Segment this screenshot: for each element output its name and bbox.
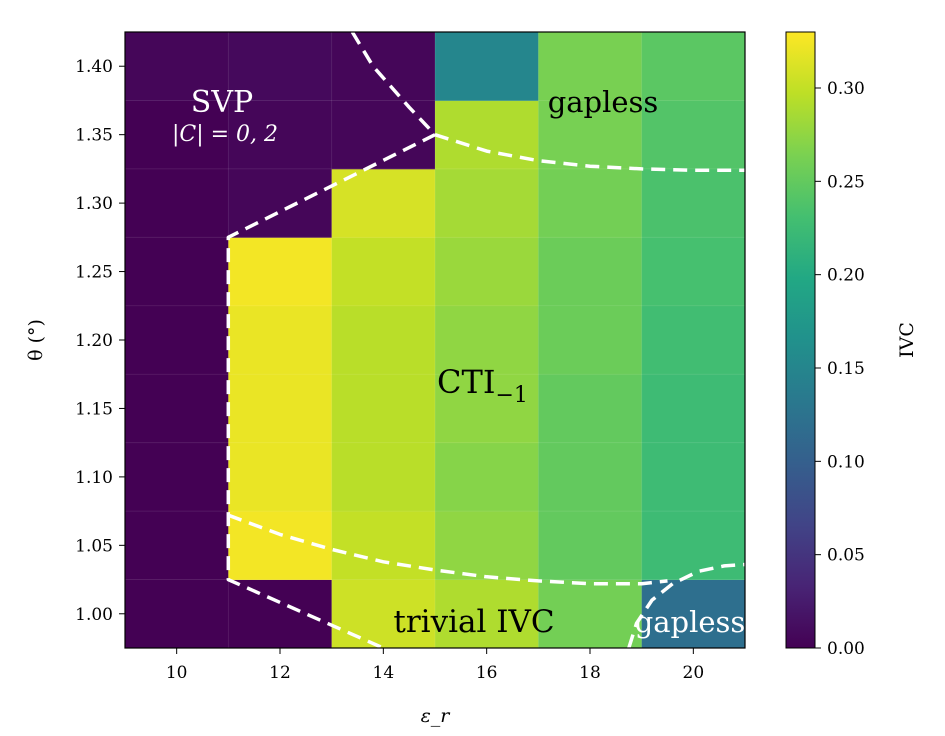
y-tick-label: 1.00 (75, 605, 113, 625)
heatmap-cell (435, 32, 539, 101)
colorbar-ticks: 0.00 0.05 0.10 0.15 0.20 0.25 0.30 (815, 79, 865, 659)
heatmap-cell (125, 168, 229, 238)
x-axis-label: ε_r (421, 705, 452, 727)
y-tick-label: 1.10 (75, 468, 113, 488)
heatmap-cell (331, 100, 436, 170)
heatmap-cell (125, 442, 229, 512)
colorbar-tick-label: 0.15 (827, 359, 865, 379)
colorbar-tick-label: 0.30 (827, 79, 865, 99)
x-tick-label: 10 (166, 663, 188, 683)
gapless-bottom-label: gapless (635, 605, 746, 639)
heatmap-cell (228, 305, 333, 375)
y-axis-label: θ (°) (25, 319, 47, 361)
heatmap-cell (641, 32, 746, 101)
colorbar-tick-label: 0.10 (827, 452, 865, 472)
upper-gapless-boundary (434, 133, 745, 173)
heatmap-cell (331, 511, 436, 580)
colorbar-tick-label: 0.00 (827, 639, 865, 659)
heatmap-cell (435, 305, 539, 375)
cti-main-text: CTI (437, 363, 495, 401)
cti-subscript: −1 (495, 383, 527, 408)
heatmap-cell (641, 374, 746, 444)
heatmap-cell (641, 511, 746, 580)
y-tick-label: 1.35 (75, 126, 113, 146)
heatmap-cell (331, 237, 436, 307)
y-tick-label: 1.30 (75, 194, 113, 214)
heatmap-cell (538, 511, 643, 580)
x-tick-label: 18 (579, 663, 601, 683)
heatmap-cell (125, 579, 229, 649)
colorbar-label: IVC (896, 322, 918, 358)
heatmap-cell (435, 374, 539, 444)
colorbar-frame (785, 31, 816, 649)
heatmap-cell (331, 168, 436, 238)
heatmap-cell (641, 168, 746, 238)
heatmap-cell (538, 237, 643, 307)
x-tick-label: 12 (269, 663, 291, 683)
x-tick-label: 20 (683, 663, 705, 683)
heatmap-cell (641, 442, 746, 512)
heatmap-cell (125, 100, 229, 170)
colorbar (786, 32, 815, 648)
cti-label: CTI−1 (437, 363, 528, 408)
heatmap-cell (435, 168, 539, 238)
y-tick-label: 1.40 (75, 57, 113, 77)
heatmap-cell (435, 237, 539, 307)
heatmap-cell (125, 374, 229, 444)
heatmap-cell (331, 374, 436, 444)
colorbar-tick-label: 0.25 (827, 172, 865, 192)
svp-label: SVP (191, 85, 253, 120)
y-tick-label: 1.15 (75, 399, 113, 419)
y-axis-ticks: 1.00 1.05 1.10 1.15 1.20 1.25 1.30 1.35 1.40 (75, 57, 125, 625)
heatmap-cell (435, 442, 539, 512)
heatmap-cell (538, 100, 643, 170)
colorbar-tick-label: 0.20 (827, 266, 865, 286)
lower-gapless-boundary (627, 562, 745, 648)
y-tick-label: 1.05 (75, 536, 113, 556)
heatmap-cell (641, 305, 746, 375)
heatmap-cell (331, 305, 436, 375)
heatmap-cell (228, 374, 333, 444)
heatmap-cell (331, 579, 436, 649)
heatmap-cell (228, 237, 333, 307)
gapless-top-label: gapless (548, 85, 659, 119)
heatmap-cell (331, 442, 436, 512)
heatmap-cell (538, 305, 643, 375)
x-tick-label: 14 (373, 663, 395, 683)
heatmap-cell (228, 100, 333, 170)
y-tick-label: 1.25 (75, 263, 113, 283)
heatmap-cell (125, 305, 229, 375)
phase-boundaries (226, 32, 745, 648)
heatmap-cell (125, 237, 229, 307)
heatmap-cell (228, 168, 333, 238)
heatmap-cell (125, 511, 229, 580)
x-tick-label: 16 (476, 663, 498, 683)
heatmap-cell (435, 579, 539, 649)
heatmap-cell (641, 579, 746, 649)
heatmap-cell (435, 511, 539, 580)
heatmap-cell (538, 32, 643, 101)
colorbar-tick-label: 0.05 (827, 546, 865, 566)
heatmap-cell (538, 168, 643, 238)
heatmap-cell (641, 100, 746, 170)
heatmap-cell (538, 579, 643, 649)
x-axis-ticks: 10 12 14 16 18 20 (166, 648, 704, 683)
heatmap-cell (228, 579, 333, 649)
heatmap-cell (125, 32, 229, 101)
heatmap-cell (331, 32, 436, 101)
heatmap-cell (538, 374, 643, 444)
heatmap-cell (538, 442, 643, 512)
heatmap-cell (228, 442, 333, 512)
heatmap-cell (228, 32, 333, 101)
svp-chern-label: |C| = 0, 2 (172, 122, 278, 147)
heatmap-cell (641, 237, 746, 307)
y-tick-label: 1.20 (75, 331, 113, 351)
trivial-ivc-label: trivial IVC (393, 604, 554, 640)
